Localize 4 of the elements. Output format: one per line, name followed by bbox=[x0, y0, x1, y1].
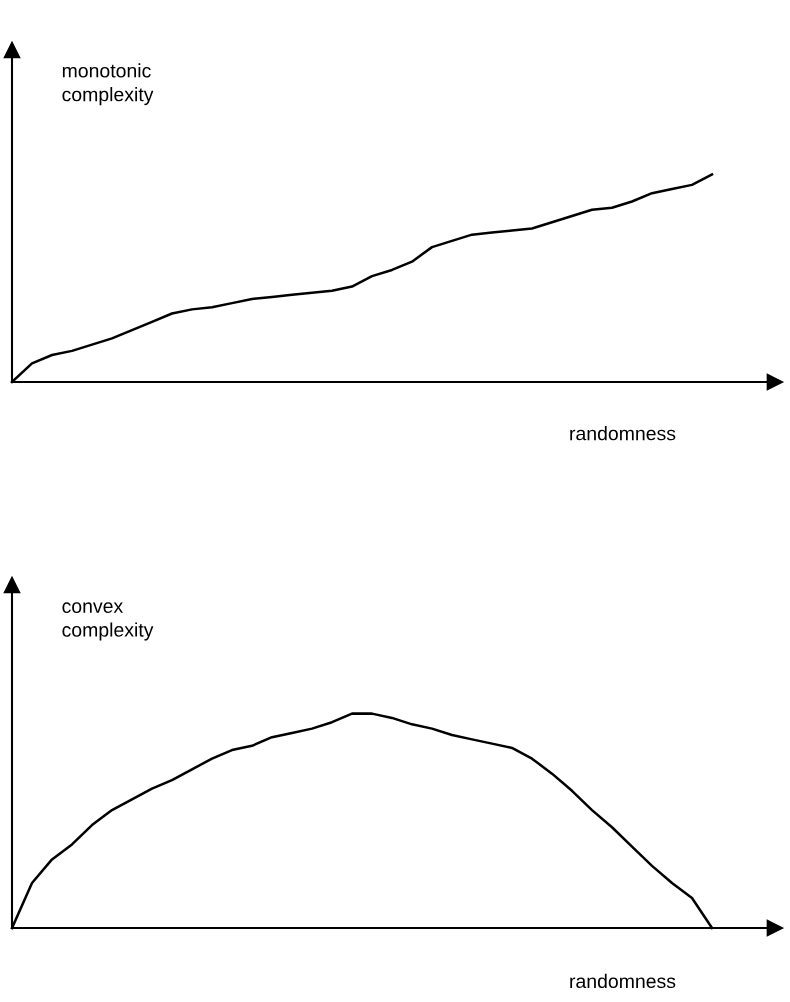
y-axis-title: convex complexity bbox=[62, 602, 154, 641]
x-axis-title: randomness bbox=[570, 426, 676, 441]
y-axis-title: monotonic complexity bbox=[62, 63, 154, 106]
x-axis-title: randomness bbox=[570, 973, 676, 989]
